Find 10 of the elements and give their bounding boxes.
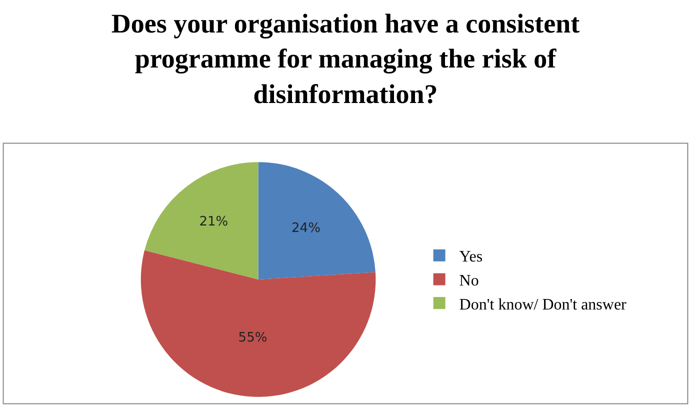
pie-slice bbox=[144, 162, 258, 280]
chart-title: Does your organisation have a consistent programme for managing the risk of disinformation? bbox=[111, 8, 580, 109]
data-label: 24% bbox=[292, 221, 320, 236]
legend-label: Don't know/ Don't answer bbox=[459, 296, 628, 314]
pie-slice bbox=[140, 250, 376, 397]
data-label: 55% bbox=[238, 330, 268, 346]
legend-label: No bbox=[459, 272, 479, 290]
legend-label: Yes bbox=[459, 248, 483, 266]
data-label: 21% bbox=[199, 214, 228, 230]
pie-slice bbox=[258, 162, 376, 280]
